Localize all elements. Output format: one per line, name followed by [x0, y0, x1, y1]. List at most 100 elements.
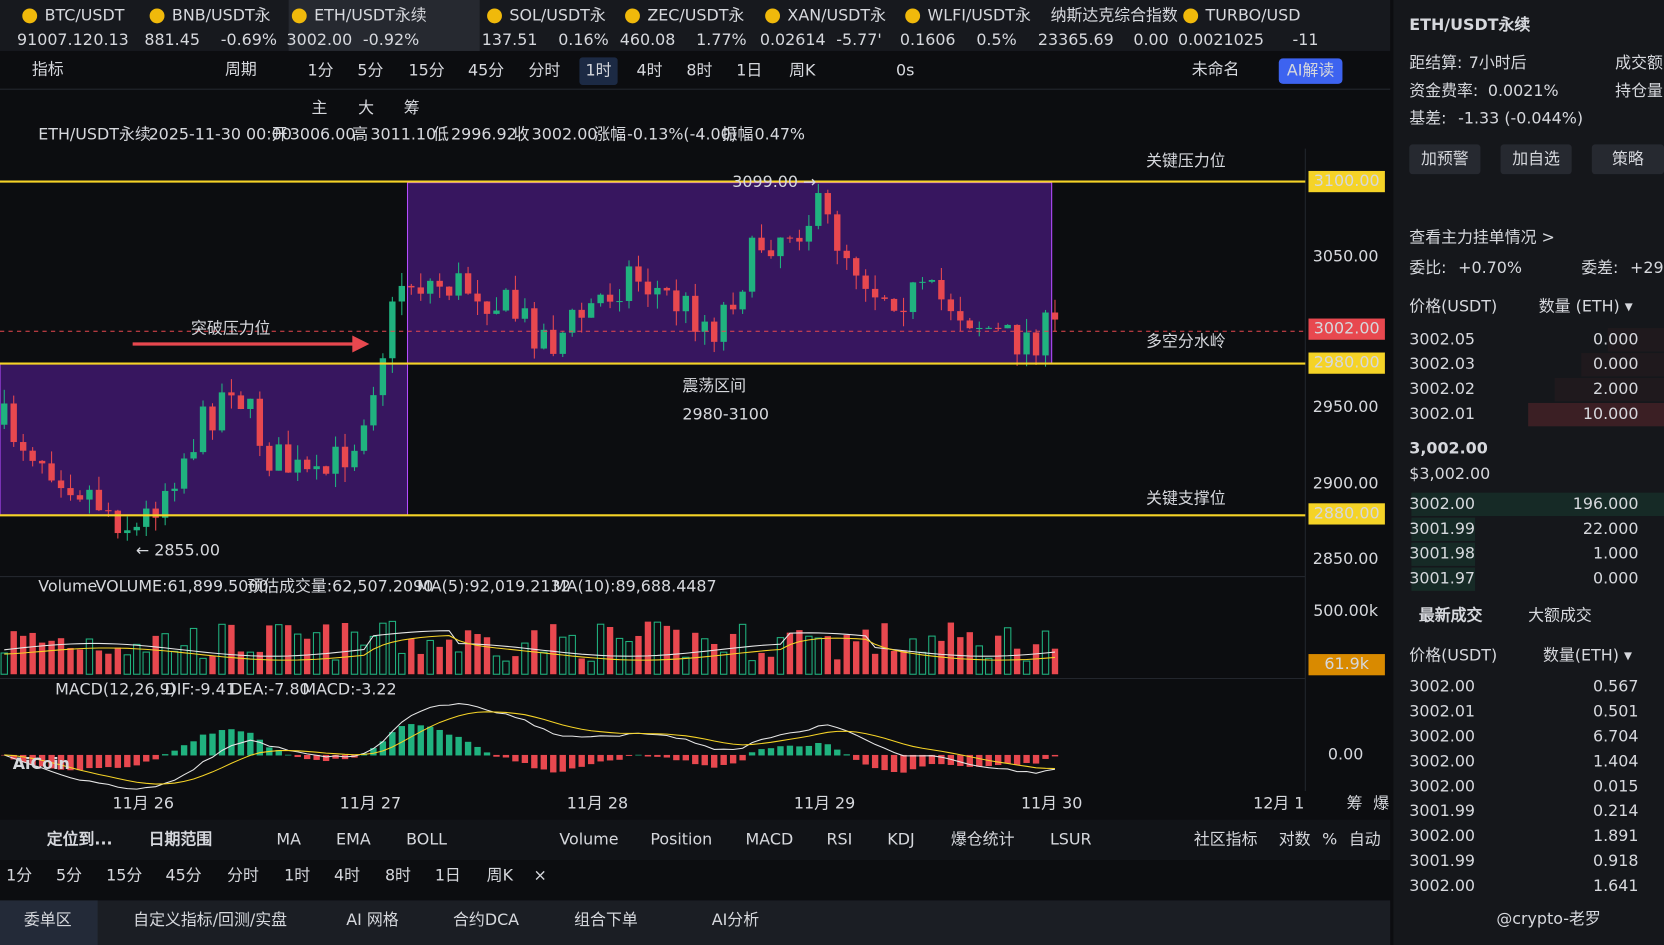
trade-tab[interactable]: 最新成交: [1419, 605, 1483, 624]
date-label: 12月 1: [1253, 793, 1304, 812]
volume-bar: [814, 637, 823, 675]
interval[interactable]: 4时: [636, 61, 662, 80]
candle-body: [303, 459, 311, 470]
tab-symbol[interactable]: SOL/USDT永: [509, 5, 606, 24]
interval[interactable]: 5分: [357, 61, 383, 80]
indicator[interactable]: MACD: [746, 829, 794, 848]
annotation: 震荡区间: [682, 376, 746, 395]
trade-price: 3002.00: [1409, 751, 1475, 770]
tab-change: -0.92%: [363, 30, 419, 49]
tab-price: 0.0021025: [1178, 30, 1264, 49]
quick-interval[interactable]: ×: [534, 865, 547, 884]
tab-symbol[interactable]: ZEC/USDT永: [647, 5, 744, 24]
tab-symbol[interactable]: XAN/USDT永: [787, 5, 886, 24]
tab-symbol[interactable]: BTC/USDT: [45, 5, 125, 24]
side-value: 7小时后: [1469, 53, 1527, 72]
tab-symbol[interactable]: ETH/USDT永续: [314, 5, 427, 24]
interval[interactable]: 8时: [686, 61, 712, 80]
footer-tab[interactable]: 委单区: [24, 910, 72, 929]
tab-symbol[interactable]: BNB/USDT永: [172, 5, 271, 24]
ai-label[interactable]: AI解读: [1287, 61, 1334, 80]
quick-interval[interactable]: 分时: [227, 865, 259, 884]
coin-icon: [291, 8, 307, 24]
quick-interval[interactable]: 周K: [487, 865, 514, 884]
side-button-label[interactable]: 策略: [1612, 149, 1644, 168]
period-button[interactable]: 周期: [225, 60, 257, 79]
footer-tab[interactable]: 组合下单: [574, 910, 638, 929]
macd-bar: [786, 745, 794, 756]
indicator[interactable]: LSUR: [1050, 829, 1092, 848]
overlay[interactable]: MA: [276, 829, 301, 848]
interval[interactable]: 1分: [307, 61, 333, 80]
tab-symbol[interactable]: WLFI/USDT永: [928, 5, 1031, 24]
indicator[interactable]: KDJ: [887, 829, 914, 848]
trade-tab[interactable]: 大额成交: [1528, 605, 1592, 624]
candle-body: [512, 289, 519, 319]
tool[interactable]: 大: [358, 98, 374, 117]
auto-toggle[interactable]: 自动: [1349, 829, 1381, 848]
macd-bar: [114, 754, 122, 768]
tool[interactable]: 主: [311, 98, 327, 117]
overlay[interactable]: EMA: [336, 829, 371, 848]
overlay[interactable]: BOLL: [406, 829, 447, 848]
indicator-button[interactable]: 指标: [32, 60, 64, 79]
macd-bar: [275, 749, 282, 756]
interval[interactable]: 分时: [528, 61, 560, 80]
candle-body: [540, 329, 547, 349]
quick-interval[interactable]: 5分: [56, 865, 82, 884]
candle-body: [322, 466, 330, 474]
quick-interval[interactable]: 1分: [6, 865, 32, 884]
candle-body: [1013, 324, 1021, 355]
candle-body: [729, 304, 737, 310]
quick-interval[interactable]: 1时: [284, 865, 310, 884]
footer-tab[interactable]: 合约DCA: [453, 910, 519, 929]
footer-tab[interactable]: AI分析: [712, 910, 759, 929]
interval[interactable]: 1时: [586, 61, 612, 80]
quick-interval[interactable]: 1日: [435, 865, 461, 884]
quick-interval[interactable]: 8时: [385, 865, 411, 884]
quick-interval[interactable]: 4时: [334, 865, 360, 884]
tab-symbol[interactable]: TURBO/USD: [1205, 5, 1301, 24]
interval[interactable]: 1日: [736, 61, 762, 80]
interval[interactable]: 15分: [409, 61, 445, 80]
footer-tab[interactable]: AI 网格: [346, 910, 399, 929]
volume-bar: [331, 659, 340, 675]
log-toggle[interactable]: 对数: [1279, 829, 1311, 848]
volume-bar: [550, 624, 557, 675]
indicator[interactable]: 爆仓统计: [951, 829, 1015, 848]
interval[interactable]: 45分: [468, 61, 504, 80]
annotation: ← 2855.00: [136, 541, 220, 560]
layout-name[interactable]: 未命名: [1192, 60, 1240, 79]
locate[interactable]: 定位到...: [47, 829, 113, 848]
side-button-label[interactable]: 加预警: [1421, 149, 1469, 168]
candle-body: [625, 266, 633, 302]
candle-body: [758, 237, 765, 251]
macd-bar: [853, 754, 860, 760]
macd-bar: [909, 754, 917, 770]
candle-body: [228, 392, 235, 396]
side-button-label[interactable]: 加自选: [1512, 149, 1560, 168]
macd-bar: [947, 754, 955, 765]
indicator[interactable]: RSI: [827, 829, 853, 848]
volume-bar: [738, 623, 747, 675]
side-title: ETH/USDT永续: [1409, 15, 1530, 34]
tab-symbol[interactable]: 纳斯达克综合指数: [1051, 5, 1178, 24]
price-tag: [1308, 352, 1385, 374]
indicator[interactable]: Volume: [559, 829, 618, 848]
info-change_label: 涨幅: [594, 124, 626, 143]
community[interactable]: 社区指标: [1194, 829, 1258, 848]
macd-bar: [218, 730, 226, 756]
volume-bar: [900, 650, 907, 675]
price-tag-label: 3100.00: [1314, 171, 1380, 190]
tool[interactable]: 筹: [404, 98, 420, 117]
quick-interval[interactable]: 15分: [106, 865, 142, 884]
date-range[interactable]: 日期范围: [149, 829, 213, 848]
percent-toggle[interactable]: %: [1322, 829, 1337, 848]
side-label: 委差:: [1581, 258, 1618, 277]
footer-tab[interactable]: 自定义指标/回测/实盘: [133, 910, 287, 929]
indicator[interactable]: Position: [650, 829, 712, 848]
depth-link[interactable]: 查看主力挂单情况 >: [1409, 227, 1555, 246]
interval[interactable]: 周K: [789, 61, 816, 80]
info-amp_label: 振幅: [722, 124, 754, 143]
quick-interval[interactable]: 45分: [166, 865, 202, 884]
